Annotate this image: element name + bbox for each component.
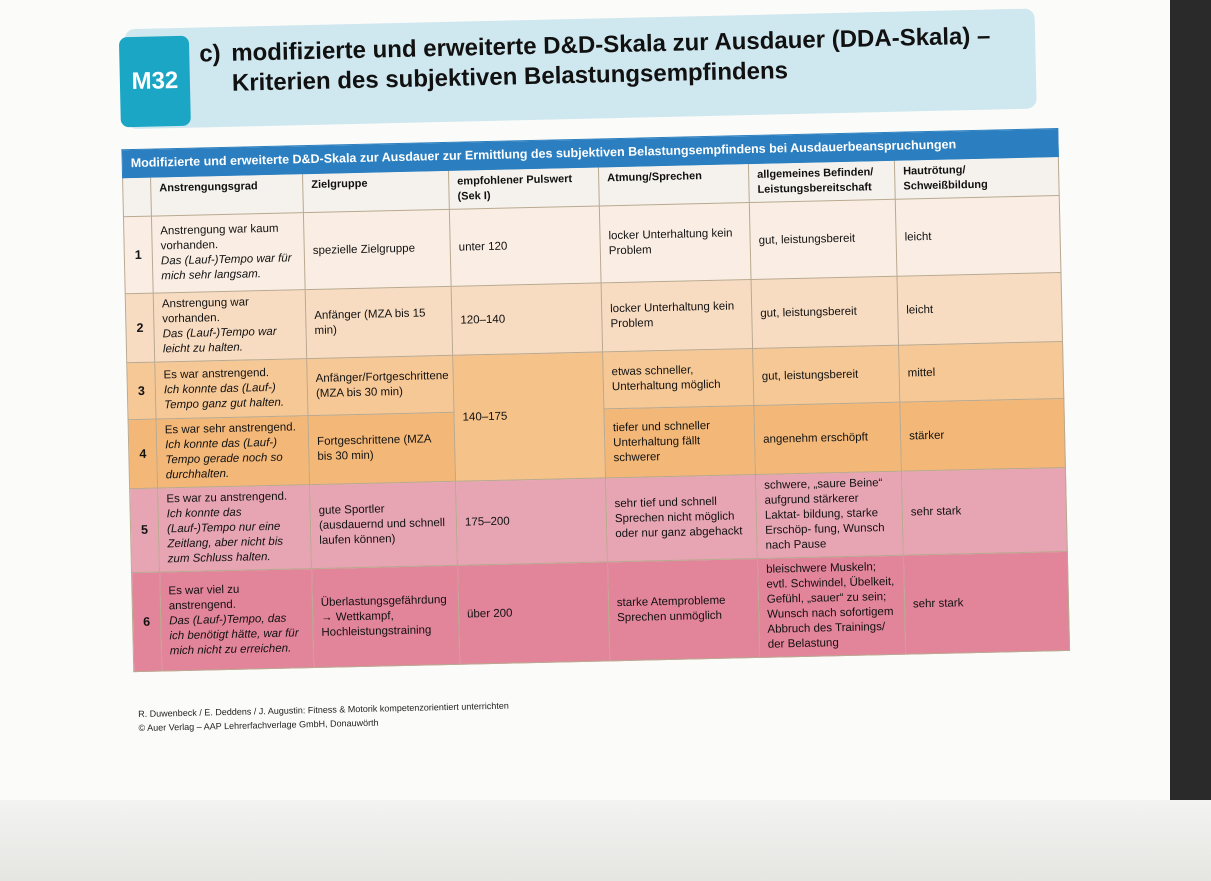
row-number: 2 [125, 293, 155, 363]
breathing-cell: locker Unterhaltung kein Problem [599, 202, 752, 283]
pulse-cell: über 200 [457, 561, 610, 665]
target-group-cell: Anfänger (MZA bis 15 min) [305, 286, 453, 359]
row-number: 4 [128, 419, 158, 489]
target-group-cell: spezielle Zielgruppe [303, 209, 452, 290]
target-group-cell: Überlastungsgefährdung → Wettkampf, Hoch… [311, 565, 460, 668]
grade-cell: Anstrengung war kaum vorhanden. Das (Lauf… [151, 212, 306, 294]
source-credits: R. Duwenbeck / E. Deddens / J. Augustin:… [138, 699, 509, 735]
grade-cell: Es war anstrengend. Ich konnte das (Lauf-… [154, 358, 309, 420]
grade-italic: Das (Lauf-)Tempo war für mich sehr langs… [160, 252, 292, 283]
grade-text: Anstrengung war kaum vorhanden. [160, 222, 279, 253]
grade-cell: Es war viel zu anstrengend. Das (Lauf-)Te… [159, 568, 314, 672]
header-number [122, 177, 152, 217]
grade-text: Es war viel zu anstrengend. [168, 583, 240, 612]
table-row: 6 Es war viel zu anstrengend. Das (Lauf-)… [131, 551, 1070, 672]
row-number: 6 [131, 572, 162, 672]
target-group-cell: gute Sportler (ausdauernd und schnell la… [309, 481, 458, 569]
grade-italic: Ich konnte das (Lauf-) Tempo gerade noch… [165, 436, 283, 482]
skin-cell: leicht [896, 272, 1063, 346]
paper-edge [0, 800, 1211, 881]
row-number: 1 [123, 216, 154, 294]
header-skin: Hautrötung/ Schweißbildung [894, 156, 1060, 200]
feeling-cell: gut, leistungsbereit [749, 199, 897, 280]
row-number: 5 [129, 488, 160, 573]
target-group-cell: Anfänger/Fortgeschrittene (MZA bis 30 mi… [306, 355, 454, 416]
pulse-cell: unter 120 [449, 205, 602, 287]
grade-text: Anstrengung war vorhanden. [161, 296, 250, 326]
pulse-cell: 175–200 [455, 477, 608, 566]
skin-cell: sehr stark [903, 551, 1070, 655]
header-pulse: empfohlener Pulswert (Sek I) [448, 166, 600, 210]
skin-cell: mittel [898, 341, 1064, 403]
pulse-cell: 140–175 [452, 351, 606, 482]
feeling-cell: angenehm erschöpft [753, 402, 902, 475]
breathing-cell: locker Unterhaltung kein Problem [601, 279, 753, 352]
breathing-cell: starke Atemprobleme Sprechen unmöglich [607, 558, 760, 661]
scale-table: Modifizierte und erweiterte D&D-Skala zu… [121, 128, 1070, 672]
header-breathing: Atmung/Sprechen [598, 163, 750, 206]
grade-text: Es war sehr anstrengend. [164, 421, 296, 437]
pulse-cell: 120–140 [451, 282, 603, 356]
target-group-cell: Fortgeschrittene (MZA bis 30 min) [308, 412, 456, 485]
feeling-cell: schwere, „saure Beine“ aufgrund stärkere… [755, 471, 904, 559]
grade-italic: Das (Lauf-)Tempo war leicht zu halten. [162, 325, 277, 356]
header-feeling: allgemeines Befinden/ Leistungsbereitsch… [748, 160, 896, 203]
grade-cell: Es war zu anstrengend. Ich konnte das (La… [157, 484, 312, 573]
grade-cell: Es war sehr anstrengend. Ich konnte das (… [156, 415, 310, 489]
grade-italic: Das (Lauf-)Tempo, das ich benötigt hätte… [168, 612, 299, 657]
feeling-cell: gut, leistungsbereit [751, 276, 899, 349]
grade-text: Es war zu anstrengend. [166, 490, 288, 506]
grade-italic: Ich konnte das (Lauf-) Tempo ganz gut ha… [163, 381, 285, 411]
header-grade: Anstrengungsgrad [150, 173, 304, 217]
feeling-cell: gut, leistungsbereit [752, 345, 900, 406]
grade-text: Es war anstrengend. [163, 366, 270, 381]
skin-cell: sehr stark [901, 467, 1068, 556]
skin-cell: leicht [895, 195, 1061, 277]
row-number: 3 [126, 362, 157, 420]
breathing-cell: tiefer und schneller Unterhaltung fällt … [603, 405, 756, 478]
header-target-group: Zielgruppe [302, 170, 450, 213]
breathing-cell: sehr tief und schnell Sprechen nicht mög… [605, 474, 758, 562]
grade-cell: Anstrengung war vorhanden. Das (Lauf-)Tem… [153, 289, 307, 363]
skin-cell: stärker [899, 398, 1066, 472]
material-badge: M32 [118, 35, 191, 128]
feeling-cell: bleischwere Muskeln; evtl. Schwindel, Üb… [757, 555, 906, 658]
title-letter: c) [198, 40, 221, 68]
document-sheet: M32 c) modifizierte und erweiterte D&D-Sk… [118, 8, 1070, 735]
breathing-cell: etwas schneller, Unterhaltung möglich [602, 348, 754, 409]
grade-italic: Ich konnte das (Lauf-)Tempo nur eine Zei… [166, 506, 284, 566]
